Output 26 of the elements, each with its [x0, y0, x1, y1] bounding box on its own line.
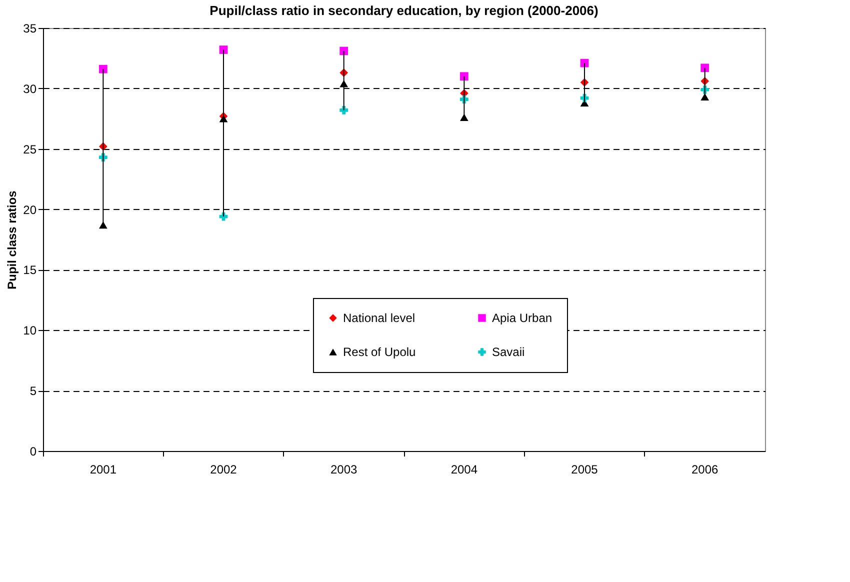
x-tick-label: 2003 — [330, 462, 358, 476]
legend-label: National level — [343, 311, 416, 325]
point — [700, 64, 710, 72]
point — [340, 106, 348, 114]
x-tick-label: 2002 — [210, 462, 238, 476]
chart-title: Pupil/class ratio in secondary education, by region (2000-2006) — [210, 3, 598, 18]
x-tick-label: 2005 — [571, 462, 598, 476]
y-tick-label: 20 — [23, 202, 37, 217]
y-tick-label: 15 — [23, 263, 37, 278]
y-tick-label: 30 — [23, 82, 37, 96]
legend-label: Rest of Upolu — [343, 345, 416, 359]
point — [219, 46, 228, 54]
x-tick-label: 2006 — [691, 462, 719, 476]
point — [340, 46, 348, 56]
y-tick-label: 35 — [23, 22, 37, 36]
y-tick-label: 0 — [30, 444, 37, 458]
legend-label: Savaii — [492, 345, 525, 359]
x-tick-label: 2004 — [450, 462, 478, 476]
y-tick-label: 5 — [30, 384, 37, 398]
point — [98, 64, 108, 74]
y-tick-label: 10 — [23, 324, 37, 338]
legend-label: Apia Urban — [492, 311, 552, 325]
y-tick-label: 25 — [23, 142, 37, 156]
y-axis-title: Pupil class ratios — [5, 190, 20, 290]
x-tick-label: 2001 — [90, 462, 117, 476]
point — [460, 72, 468, 81]
